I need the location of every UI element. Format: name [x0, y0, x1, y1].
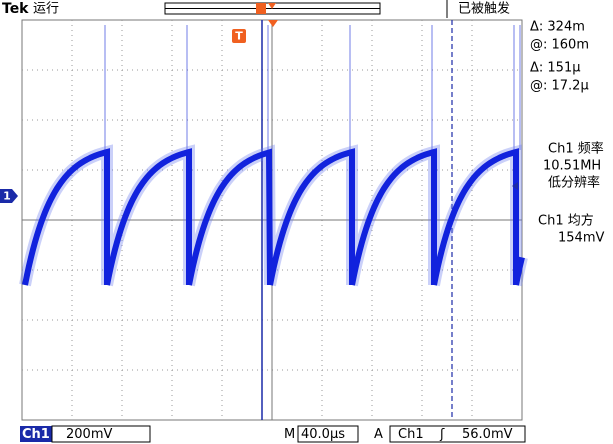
cursor-at-v: @: 160m — [530, 38, 589, 53]
footer-trigger-slope: ʃ — [439, 427, 445, 442]
measure-label: Ch1 均方 — [538, 213, 594, 229]
cursor-delta-v: Δ: 324m — [530, 20, 585, 35]
trigger-pos-top — [268, 3, 276, 9]
waveform — [19, 25, 528, 287]
record-window — [256, 3, 266, 14]
channel-badge — [20, 426, 52, 442]
measure-value: 154mV — [558, 231, 604, 246]
trace — [22, 148, 525, 286]
footer-channel: Ch1 — [22, 427, 50, 442]
footer-time-scale: 40.0μs — [301, 427, 345, 442]
brand: Tek — [2, 1, 29, 17]
measure-label: Ch1 频率 — [548, 141, 604, 157]
channel-marker — [0, 189, 18, 203]
trigger-marker-label: T — [235, 30, 243, 43]
cursor-delta-t: Δ: 151μ — [530, 61, 581, 76]
footer-trigger-level: 56.0mV — [462, 427, 513, 442]
trigger-box — [389, 425, 526, 443]
footer-scale: 200mV — [66, 427, 112, 442]
channel-marker-label: 1 — [3, 190, 11, 203]
trigger-level-marker — [512, 182, 518, 190]
time-box — [297, 425, 359, 443]
footer-time-prefix: M — [284, 427, 295, 442]
measure-note: 低分辨率 — [548, 175, 600, 191]
measure-value: 10.51MH — [543, 159, 601, 174]
footer-trigger-channel: Ch1 — [398, 427, 424, 442]
scale-box — [51, 425, 151, 443]
trigger-pos — [268, 20, 278, 27]
trigger-marker — [232, 29, 246, 43]
cursor-at-t: @: 17.2μ — [530, 79, 589, 94]
footer-trigger-prefix: A — [374, 427, 383, 442]
run-status: 运行 — [33, 2, 59, 17]
trigger-state: 已被触发 — [458, 1, 510, 17]
